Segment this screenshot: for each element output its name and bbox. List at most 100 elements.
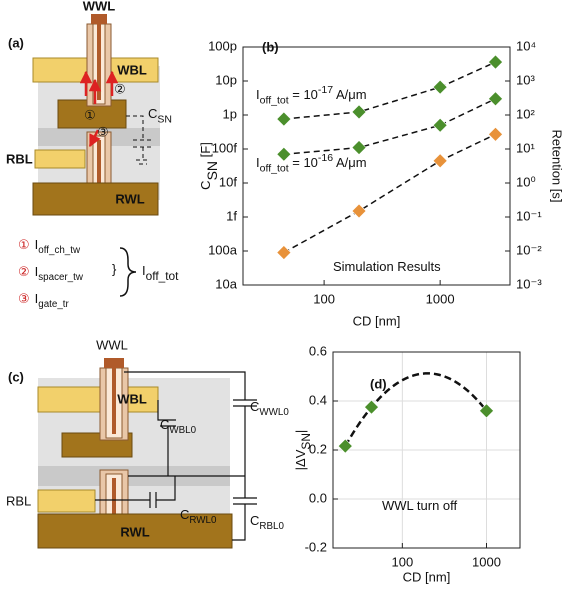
leakage-marker: ① [84,107,96,122]
base: I [142,263,146,278]
mid: = 10 [289,155,318,170]
data-point [364,399,379,415]
y-tick-label: 100p [208,38,237,53]
data-point [351,203,367,219]
sup: -17 [318,84,333,96]
capacitance-label: CRBL0 [250,513,284,531]
rwl-label: RWL [115,191,144,206]
sub: off_tot [260,94,289,106]
sub: spacer_tw [38,272,84,283]
annotation: Ioff_tot = 10-16 A/μm [256,152,367,175]
leakage-legend: ② Ispacer_tw [18,264,84,282]
y-tick-label: 100f [212,140,238,155]
base: C [250,513,259,528]
data-point [276,111,292,127]
y-tick-label: 1p [223,106,237,121]
y2-tick-label: 10⁻¹ [516,208,542,223]
rbl-label: RBL [6,493,31,508]
x-axis-label: CD [nm] [353,313,401,328]
sub: RBL0 [259,521,284,532]
base: C [250,399,259,414]
sub: off_tot [146,269,180,283]
num: ② [18,264,30,279]
plot-border [332,351,521,549]
base: |ΔV [293,449,308,470]
capacitance-label: CWWL0 [250,399,289,417]
data-point [488,91,503,107]
base: I [256,87,260,102]
annotation: WWL turn off [382,498,458,513]
wwl-label: WWL [83,0,116,13]
y-tick-label: -0.2 [305,539,327,554]
plot-border [242,46,511,286]
text: Simulation Results [333,259,441,274]
sub: WBL0 [169,425,196,436]
y2-axis-label: Retention [s] [550,130,565,203]
y-tick-label: 10p [215,72,237,87]
data-point [432,117,448,133]
base: C [180,507,189,522]
y2-tick-label: 10⁰ [516,174,536,189]
capacitance-label: CWBL0 [160,417,197,435]
rwl-label: RWL [120,524,149,539]
panel-c-structure [37,358,257,549]
y-tick-label: 10a [215,276,237,291]
x-tick-label: 100 [391,554,413,569]
x-tick-label: 1000 [426,291,455,306]
base: C [198,180,213,189]
capacitance-label: CRWL0 [180,507,217,525]
total-leakage: Ioff_tot [142,263,179,283]
series-line [283,61,496,120]
sub: WWL0 [259,407,289,418]
data-point [432,153,448,169]
leakage-marker: ③ [97,124,109,139]
wbl-label: WBL [117,391,147,406]
text: WWL turn off [382,498,458,513]
data-point [488,126,503,142]
y-axis-label: |ΔVSN| [293,430,313,471]
num: ③ [18,291,30,306]
base: C [148,106,157,121]
data-point [432,79,448,95]
series-line [283,133,496,254]
y2-tick-label: 10² [516,106,535,121]
panel-label: (b) [262,39,279,54]
data-point [276,245,292,260]
sub: off_ch_tw [38,245,81,256]
panel-label: (c) [8,369,24,384]
base: I [35,291,39,306]
y-tick-label: 0.0 [309,490,327,505]
y-axis-label: CSN [F] [198,142,219,190]
y-tick-label: 0.6 [309,343,327,358]
data-point [351,140,367,156]
end: [F] [198,142,213,161]
base: I [35,264,39,279]
sub: SN [299,433,313,450]
data-point [488,54,503,70]
brace: } [112,261,117,276]
series-line [283,98,496,156]
y-tick-label: 10f [219,174,237,189]
sub: SN [204,161,220,180]
end: A/μm [333,155,367,170]
data-point [276,146,292,162]
leakage-legend: ① Ioff_ch_tw [18,237,81,255]
sup: -16 [318,152,333,164]
y2-tick-label: 10¹ [516,140,535,155]
data-point [351,104,367,120]
panel-label: (a) [8,35,24,50]
x-axis-label: CD [nm] [403,569,451,584]
sub: RWL0 [189,515,217,526]
base: C [160,417,169,432]
base: I [256,155,260,170]
leakage-marker: ② [114,81,126,96]
end: A/μm [333,87,367,102]
mid: = 10 [289,87,318,102]
sub: SN [157,113,172,125]
plot-frame [242,46,511,286]
end: | [293,430,308,433]
annotation: Simulation Results [333,259,441,274]
y-tick-label: 100a [208,242,238,257]
y-tick-label: 0.2 [309,441,327,456]
